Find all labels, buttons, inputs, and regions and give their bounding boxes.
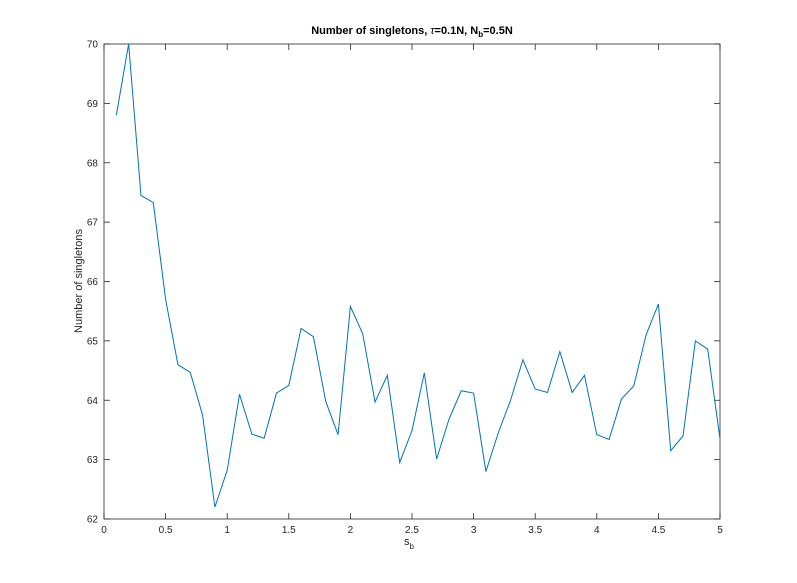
data-point — [312, 335, 315, 338]
data-point — [361, 332, 364, 335]
y-tick-label: 67 — [87, 218, 99, 229]
x-tick-label: 1 — [224, 525, 230, 536]
x-tick-label: 4 — [594, 525, 600, 536]
x-tick-label: 1.5 — [282, 525, 296, 536]
y-tick-label: 62 — [87, 515, 99, 526]
data-point — [484, 470, 487, 473]
y-tick-label: 65 — [87, 336, 99, 347]
data-point — [386, 374, 389, 377]
y-tick-label: 69 — [87, 99, 99, 110]
data-point — [139, 194, 142, 197]
data-point — [571, 391, 574, 394]
chart-title: Number of singletons, τ=0.1N, Nb=0.5N — [311, 25, 513, 39]
data-point — [472, 392, 475, 395]
data-point — [509, 399, 512, 402]
data-point — [645, 333, 648, 336]
x-tick-label: 0.5 — [159, 525, 173, 536]
x-axis-label: sb — [404, 536, 415, 551]
data-point — [682, 434, 685, 437]
data-point — [398, 461, 401, 464]
data-point — [608, 438, 611, 441]
data-point — [189, 371, 192, 374]
y-axis-ticks: 62 63 64 65 66 67 68 69 70 — [87, 40, 720, 526]
data-point — [238, 393, 241, 396]
data-point — [374, 401, 377, 404]
plot-area — [103, 43, 721, 520]
y-tick-label: 64 — [87, 396, 99, 407]
x-tick-label: 2 — [348, 525, 354, 536]
x-axis-ticks: 0 0.5 1 1.5 2 2.5 3 3.5 4 4.5 5 — [101, 44, 723, 536]
data-point — [521, 358, 524, 361]
y-tick-label: 68 — [87, 158, 99, 169]
y-tick-label: 70 — [87, 40, 99, 51]
data-point — [201, 414, 204, 417]
data-point — [287, 384, 290, 387]
y-tick-label: 63 — [87, 455, 99, 466]
data-point — [411, 429, 414, 432]
data-point — [435, 458, 438, 461]
data-point — [176, 363, 179, 366]
data-point — [534, 387, 537, 390]
x-tick-label: 3.5 — [528, 525, 542, 536]
data-point — [164, 298, 167, 301]
x-tick-label: 5 — [717, 525, 723, 536]
data-point — [423, 371, 426, 374]
data-point — [694, 339, 697, 342]
data-point — [447, 418, 450, 421]
x-tick-label: 3 — [471, 525, 477, 536]
data-point — [115, 114, 118, 117]
x-tick-label: 4.5 — [651, 525, 665, 536]
x-tick-label: 2.5 — [405, 525, 419, 536]
data-point — [127, 43, 130, 46]
y-axis-label: Number of singletons — [73, 229, 85, 333]
data-point — [460, 389, 463, 392]
data-point — [546, 391, 549, 394]
data-point — [152, 201, 155, 204]
data-point — [706, 348, 709, 351]
data-point — [324, 400, 327, 403]
data-point — [226, 469, 229, 472]
data-point — [275, 392, 278, 395]
data-point — [300, 327, 303, 330]
data-point — [250, 433, 253, 436]
data-point — [337, 433, 340, 436]
y-tick-label: 66 — [87, 277, 99, 288]
data-point — [669, 449, 672, 452]
data-point — [632, 385, 635, 388]
data-point — [583, 374, 586, 377]
data-point — [558, 350, 561, 353]
series-line — [115, 43, 721, 508]
data-point — [657, 303, 660, 306]
data-point — [213, 506, 216, 509]
data-point — [349, 305, 352, 308]
data-point — [497, 431, 500, 434]
x-tick-label: 0 — [101, 525, 107, 536]
data-point — [620, 398, 623, 401]
data-point — [263, 437, 266, 440]
data-point — [595, 433, 598, 436]
data-point — [719, 437, 722, 440]
